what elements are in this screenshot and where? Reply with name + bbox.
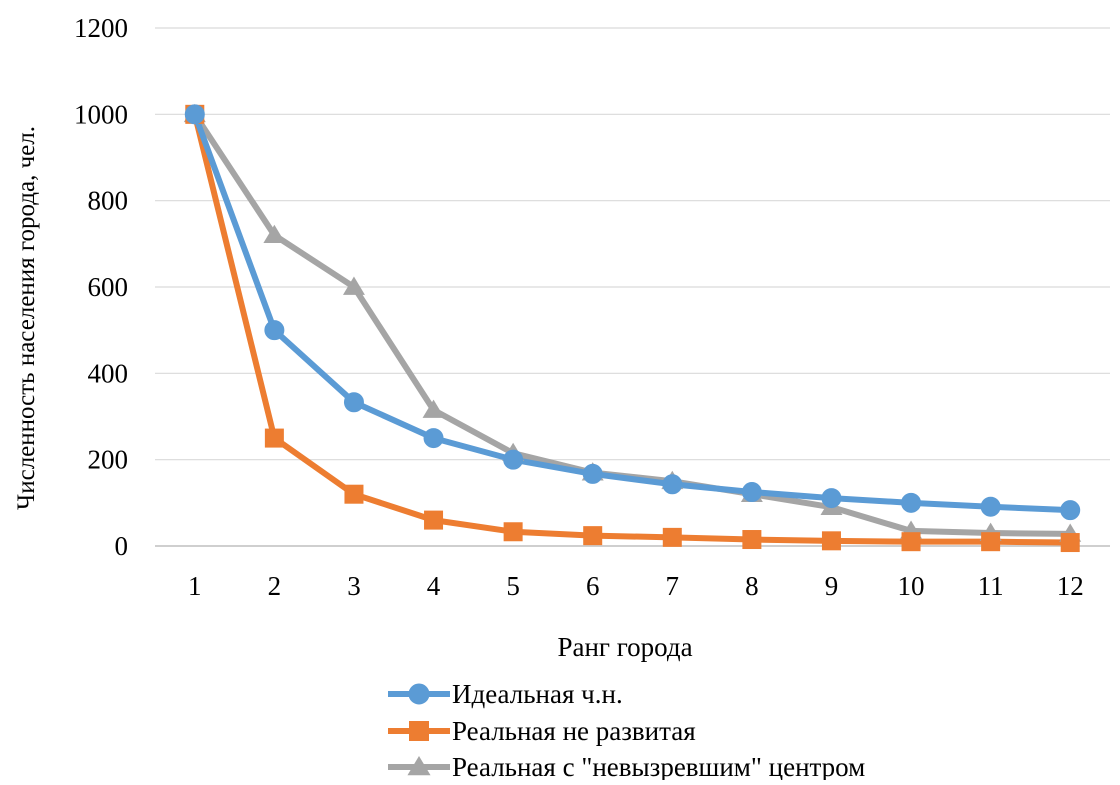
- x-tick-label: 5: [506, 571, 520, 601]
- legend-item: Реальная не развитая: [388, 716, 696, 746]
- data-point-marker: [901, 492, 922, 513]
- data-point-marker: [342, 276, 365, 295]
- series-line-1: [191, 111, 1074, 514]
- data-point-marker: [742, 530, 762, 550]
- data-point-marker: [981, 532, 1001, 552]
- y-tick-label: 600: [88, 272, 129, 302]
- data-point-marker: [423, 428, 444, 449]
- data-point-marker: [741, 482, 762, 503]
- legend-item: Реальная с "невызревшим" центром: [388, 752, 865, 782]
- x-tick-label: 7: [666, 571, 680, 601]
- series-markers: [183, 103, 1082, 553]
- legend-item: Идеальная ч.н.: [388, 679, 623, 709]
- gridlines: [155, 27, 1110, 547]
- x-axis-label: Ранг города: [557, 632, 692, 662]
- x-tick-label: 1: [188, 571, 202, 601]
- data-point-marker: [980, 496, 1001, 517]
- legend-label: Реальная не развитая: [452, 716, 696, 746]
- x-tick-label: 9: [825, 571, 839, 601]
- data-point-marker: [424, 510, 444, 530]
- legend-label: Реальная с "невызревшим" центром: [452, 752, 865, 780]
- data-point-marker: [264, 320, 285, 341]
- x-tick-label: 4: [427, 571, 441, 601]
- data-point-marker: [821, 488, 842, 509]
- y-tick-label: 0: [115, 531, 129, 561]
- data-point-marker: [582, 463, 603, 484]
- y-axis-ticks: 0 200 400 600 800 1000 1200: [74, 13, 128, 561]
- data-point-marker: [1060, 500, 1081, 521]
- x-tick-label: 11: [978, 571, 1004, 601]
- data-point-marker: [343, 392, 364, 413]
- data-point-marker: [422, 399, 445, 418]
- y-tick-label: 800: [88, 186, 129, 216]
- x-axis-ticks: 1 2 3 4 5 6 7 8 9 10 11 12: [188, 571, 1084, 601]
- data-point-marker: [662, 527, 682, 547]
- y-tick-label: 1200: [74, 13, 128, 43]
- data-point-marker: [662, 474, 683, 495]
- y-tick-label: 400: [88, 358, 129, 388]
- x-tick-label: 2: [268, 571, 282, 601]
- data-point-marker: [264, 428, 284, 448]
- y-tick-label: 1000: [74, 99, 128, 129]
- x-tick-label: 8: [745, 571, 759, 601]
- x-tick-label: 3: [347, 571, 361, 601]
- data-point-marker: [407, 756, 431, 776]
- data-point-marker: [344, 484, 364, 504]
- series-line-2: [191, 111, 1074, 546]
- series-lines: [191, 111, 1074, 546]
- data-point-marker: [503, 449, 524, 470]
- x-tick-label: 6: [586, 571, 600, 601]
- data-point-marker: [409, 721, 429, 741]
- data-point-marker: [821, 531, 841, 551]
- x-tick-label: 12: [1057, 571, 1084, 601]
- data-point-marker: [1060, 533, 1080, 553]
- legend-label: Идеальная ч.н.: [452, 679, 623, 709]
- data-point-marker: [901, 532, 921, 552]
- legend: Идеальная ч.н. Реальная не развитая Реальн…: [388, 679, 865, 782]
- y-axis-label: Численность населения города, чел.: [13, 126, 40, 510]
- data-point-marker: [503, 522, 523, 542]
- y-tick-label: 200: [88, 445, 129, 475]
- data-point-marker: [263, 224, 286, 244]
- data-point-marker: [583, 526, 603, 546]
- x-tick-label: 10: [898, 571, 925, 601]
- data-point-marker: [408, 683, 430, 705]
- data-point-marker: [184, 104, 205, 125]
